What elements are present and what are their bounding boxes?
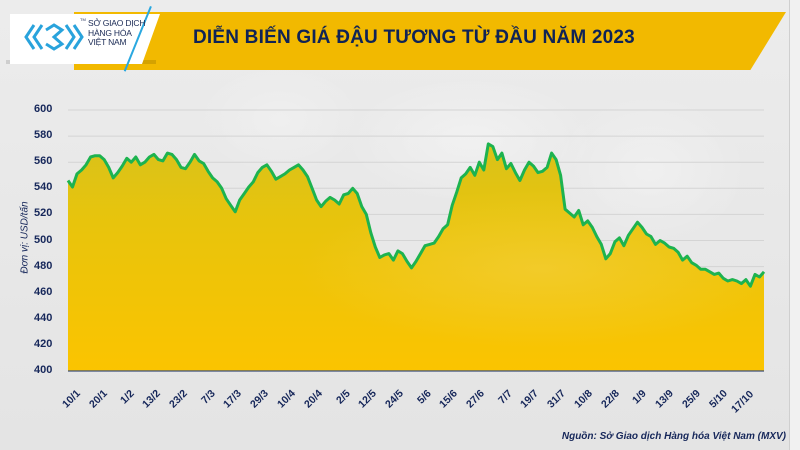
y-tick-label: 460	[34, 285, 53, 298]
y-axis-label: Đơn vị: USD/tấn	[19, 201, 31, 274]
y-tick-label: 540	[34, 181, 53, 194]
title-banner	[74, 12, 786, 70]
right-edge	[789, 0, 800, 450]
y-tick-label: 500	[34, 233, 53, 246]
mxv-logo-icon	[24, 23, 84, 51]
y-tick-label: 400	[34, 364, 53, 376]
y-tick-label: 560	[34, 155, 53, 168]
y-tick-label: 600	[34, 103, 53, 115]
logo-text: SỞ GIAO DỊCH HÀNG HÓA VIỆT NAM	[88, 18, 146, 48]
y-tick-label: 520	[34, 207, 53, 220]
source-note: Nguồn: Sở Giao dịch Hàng hóa Việt Nam (M…	[561, 431, 786, 442]
price-line	[66, 142, 766, 288]
chart-title: DIỄN BIẾN GIÁ ĐẬU TƯƠNG TỪ ĐẦU NĂM 2023	[193, 27, 635, 48]
trademark-mark: TM	[80, 17, 86, 22]
logo-line-3: VIỆT NAM	[88, 37, 127, 47]
logo-line-2: HÀNG HÓA	[88, 27, 132, 38]
y-tick-label: 480	[34, 259, 53, 272]
price-area-texture	[68, 143, 764, 371]
y-tick-label: 440	[34, 311, 53, 324]
y-tick-label: 420	[34, 337, 53, 350]
y-tick-label: 580	[34, 129, 53, 142]
logo-line-1: SỞ GIAO DỊCH	[88, 18, 146, 28]
